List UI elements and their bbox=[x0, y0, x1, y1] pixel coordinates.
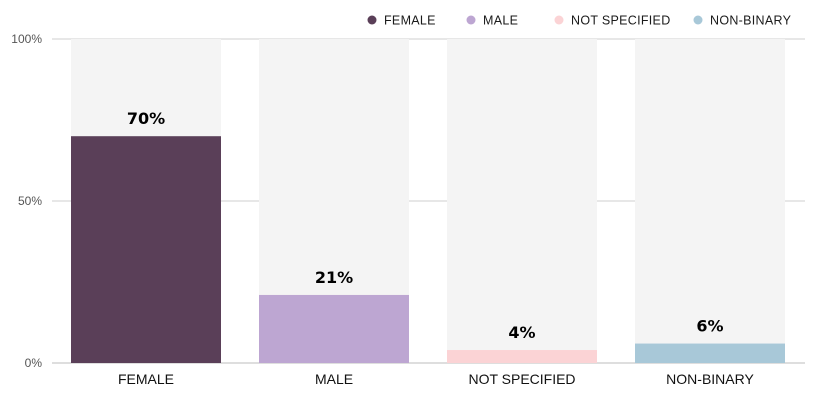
legend-marker bbox=[554, 15, 564, 25]
data-label: 4% bbox=[508, 323, 535, 342]
bars bbox=[71, 136, 785, 363]
legend-marker bbox=[693, 15, 703, 25]
bar-background bbox=[635, 39, 785, 363]
y-tick-label: 0% bbox=[25, 356, 43, 370]
x-tick-label: FEMALE bbox=[118, 371, 174, 387]
legend-marker bbox=[367, 15, 377, 25]
legend-marker bbox=[466, 15, 476, 25]
x-tick-label: MALE bbox=[315, 371, 353, 387]
bar-background bbox=[447, 39, 597, 363]
legend-entry[interactable]: NON-BINARY bbox=[710, 14, 792, 28]
legend-entry[interactable]: NOT SPECIFIED bbox=[571, 14, 671, 28]
data-labels: 70% 21% 4% 6% bbox=[127, 109, 724, 342]
data-label: 70% bbox=[127, 109, 165, 128]
y-tick-label: 100% bbox=[11, 32, 42, 46]
data-label: 6% bbox=[696, 317, 723, 336]
bar-non-binary[interactable] bbox=[635, 343, 785, 363]
bar-not-specified[interactable] bbox=[447, 350, 597, 363]
legend-entry[interactable]: FEMALE bbox=[384, 14, 436, 28]
x-axis-ticks: FEMALE MALE NOT SPECIFIED NON-BINARY bbox=[118, 371, 754, 387]
y-tick-label: 50% bbox=[18, 194, 42, 208]
bar-male[interactable] bbox=[259, 294, 409, 363]
data-label: 21% bbox=[315, 268, 353, 287]
y-axis-ticks: 0% 50% 100% bbox=[11, 32, 42, 370]
x-tick-label: NOT SPECIFIED bbox=[468, 371, 575, 387]
legend-entry[interactable]: MALE bbox=[483, 14, 518, 28]
legend: FEMALE MALE NOT SPECIFIED NON-BINARY bbox=[367, 14, 792, 28]
bar-female[interactable] bbox=[71, 136, 221, 363]
x-tick-label: NON-BINARY bbox=[666, 371, 754, 387]
